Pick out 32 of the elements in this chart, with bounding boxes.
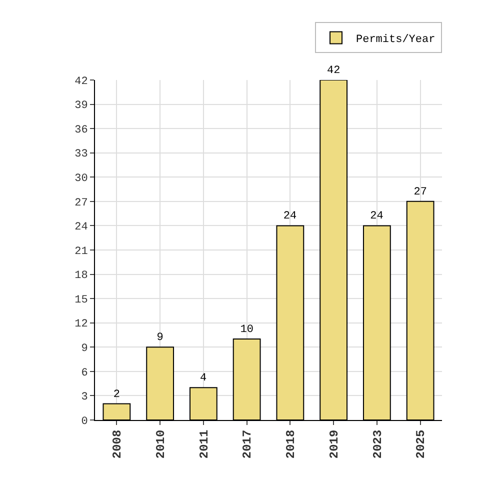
y-tick-label: 33 [74,148,88,161]
x-tick-label: 2025 [414,430,428,459]
data-label: 2 [113,388,120,401]
x-tick-label: 2011 [197,430,212,459]
x-tick-label: 2023 [370,430,385,459]
data-label: 4 [200,372,207,385]
data-label: 42 [326,65,340,77]
data-label: 10 [240,324,254,336]
y-tick-label: 18 [74,270,88,282]
legend-label: Permits/Year [356,34,436,46]
x-tick-label: 2010 [154,430,168,459]
y-tick-label: 42 [74,76,88,88]
y-tick-label: 39 [74,100,88,112]
y-tick-label: 24 [74,222,88,234]
y-tick-label: 6 [81,367,88,380]
data-label: 9 [156,332,164,344]
y-tick-label: 27 [74,197,88,210]
y-tick-label: 0 [81,416,88,428]
y-tick-label: 30 [74,172,88,185]
x-tick-label: 2018 [284,430,298,459]
x-tick-label: 2017 [240,430,255,459]
y-tick-label: 3 [81,392,88,404]
data-label: 24 [370,210,384,223]
y-tick-label: 36 [74,124,88,136]
y-tick-label: 9 [81,342,88,355]
data-label: 24 [283,210,297,223]
x-tick-label: 2019 [327,430,342,459]
y-tick-label: 12 [74,318,88,331]
y-tick-label: 21 [74,246,88,258]
x-tick-label: 2008 [110,430,125,459]
data-label: 27 [414,186,427,198]
y-tick-label: 15 [74,294,88,306]
